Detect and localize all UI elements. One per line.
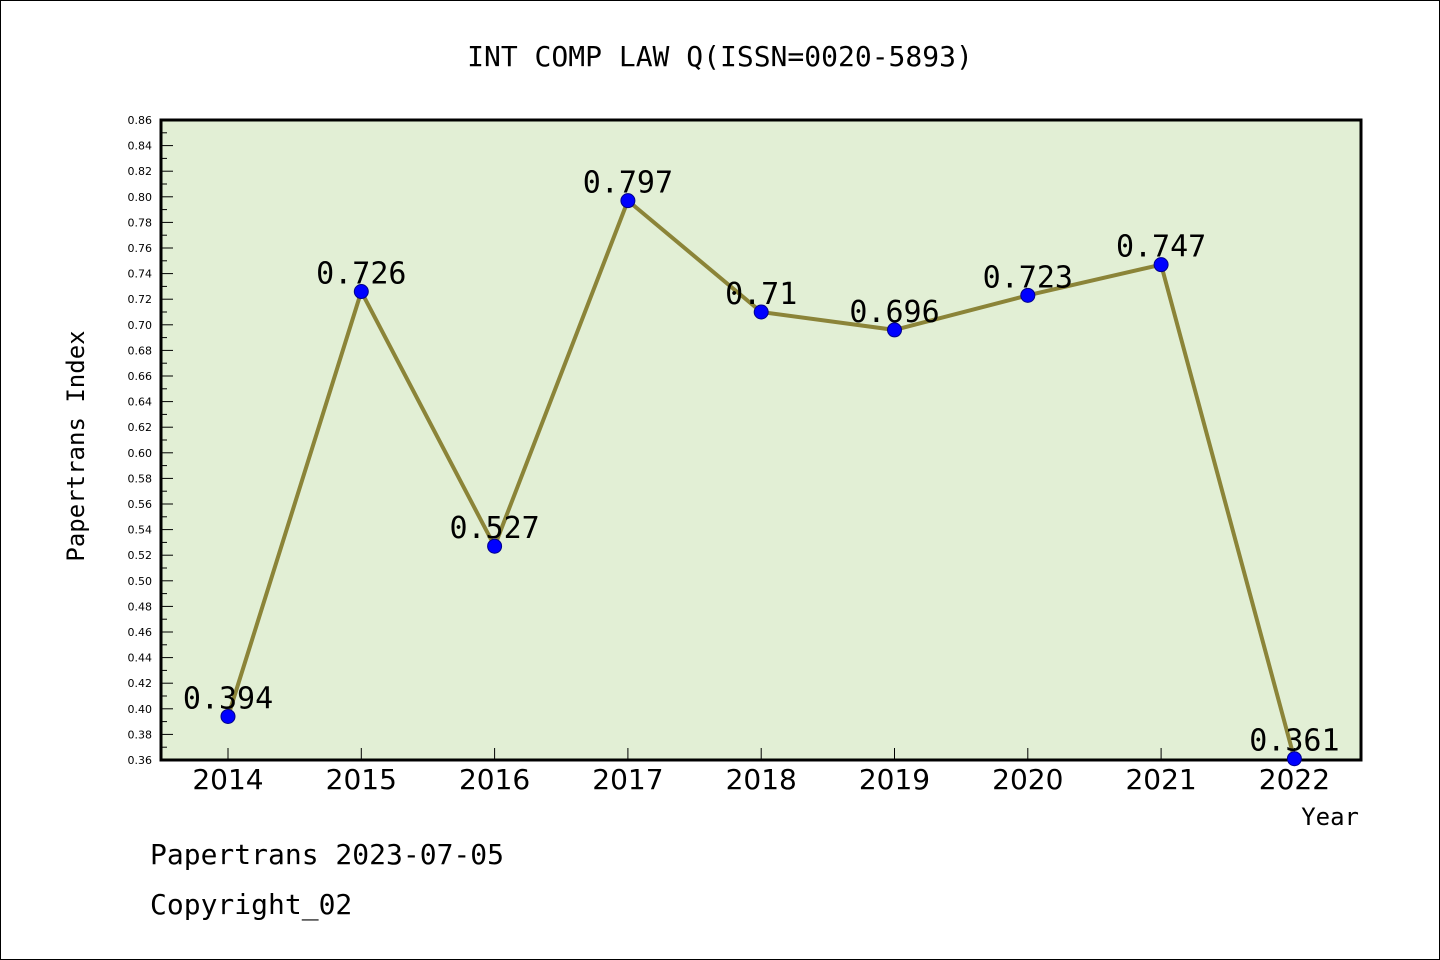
y-tick-label: 0.76	[128, 242, 153, 255]
x-tick-label: 2019	[859, 763, 930, 796]
data-label: 0.696	[849, 295, 939, 330]
data-label: 0.71	[725, 277, 797, 312]
y-tick-label: 0.70	[128, 319, 153, 332]
y-tick-label: 0.54	[128, 524, 153, 537]
y-tick-label: 0.52	[128, 549, 153, 562]
chart-title: INT COMP LAW Q(ISSN=0020-5893)	[467, 40, 973, 73]
data-point	[620, 193, 636, 209]
x-tick-label: 2020	[992, 763, 1063, 796]
y-tick-label: 0.40	[128, 703, 153, 716]
data-label: 0.797	[583, 166, 673, 201]
y-tick-label: 0.68	[128, 344, 153, 357]
y-tick-label: 0.64	[128, 396, 153, 409]
data-point	[753, 304, 769, 320]
x-tick-label: 2016	[459, 763, 530, 796]
y-tick-label: 0.62	[128, 421, 153, 434]
y-tick-label: 0.66	[128, 370, 153, 383]
data-label: 0.723	[983, 260, 1073, 295]
data-point	[887, 322, 902, 338]
y-tick-label: 0.80	[128, 191, 153, 204]
x-axis-label: Year	[1301, 803, 1359, 831]
data-label: 0.361	[1249, 724, 1339, 759]
x-tick-label: 2021	[1125, 763, 1196, 796]
x-tick-label: 2017	[592, 763, 663, 796]
y-tick-label: 0.38	[128, 728, 153, 741]
y-axis-label: Papertrans Index	[62, 330, 90, 561]
y-axis: 0.36 0.38 0.40 0.42 0.44 0.46 0.48 0.50 0.52 0.54…	[128, 114, 173, 767]
x-tick-label: 2014	[192, 763, 263, 796]
series-points	[220, 193, 1302, 767]
data-label: 0.394	[183, 681, 273, 716]
x-tick-label: 2015	[326, 763, 397, 796]
footer-date: Papertrans 2023-07-05	[150, 838, 504, 871]
y-tick-label: 0.36	[128, 754, 153, 767]
y-tick-label: 0.86	[128, 114, 153, 127]
y-tick-label: 0.82	[128, 165, 153, 178]
x-axis: 2014 2015 2016 2017 2018 2019 2020 2021 2022	[192, 748, 1330, 796]
y-tick-label: 0.58	[128, 472, 153, 485]
data-point	[220, 708, 236, 724]
y-tick-label: 0.72	[128, 293, 153, 306]
data-label: 0.747	[1116, 230, 1206, 265]
x-tick-label: 2022	[1259, 763, 1330, 796]
y-tick-label: 0.50	[128, 575, 153, 588]
footer-copyright: Copyright_02	[150, 888, 352, 922]
y-tick-label: 0.42	[128, 677, 153, 690]
y-tick-label: 0.78	[128, 216, 153, 229]
data-point	[353, 284, 369, 300]
y-tick-label: 0.44	[128, 652, 153, 665]
y-tick-label: 0.46	[128, 626, 153, 639]
data-point	[1020, 287, 1036, 303]
y-tick-label: 0.74	[128, 268, 153, 281]
data-point	[487, 538, 503, 554]
plot-area	[159, 118, 1363, 762]
y-tick-label: 0.56	[128, 498, 153, 511]
data-point	[1286, 751, 1302, 767]
x-tick-label: 2018	[726, 763, 797, 796]
data-labels: 0.394 0.726 0.527 0.797 0.71 0.696 0.723 0.747 0…	[183, 166, 1340, 759]
data-label: 0.527	[449, 511, 539, 546]
y-tick-label: 0.84	[128, 140, 153, 153]
y-tick-label: 0.48	[128, 600, 153, 613]
data-label: 0.726	[316, 257, 406, 292]
y-tick-label: 0.60	[128, 447, 153, 460]
data-point	[1153, 257, 1169, 273]
